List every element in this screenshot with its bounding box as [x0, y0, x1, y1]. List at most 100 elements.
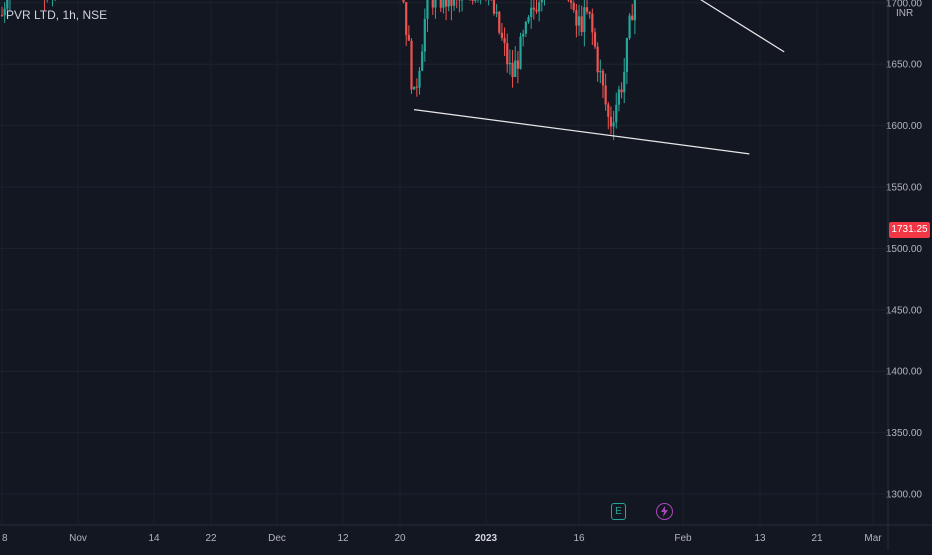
candle-down: [575, 10, 577, 26]
candle-down: [506, 43, 508, 64]
time-tick-label: Feb: [674, 533, 692, 544]
candle-down: [410, 41, 412, 90]
lightning-icon[interactable]: [656, 503, 673, 520]
price-tick-label: 1400.00: [886, 367, 923, 378]
candle-down: [445, 0, 447, 7]
candle-up: [626, 38, 628, 72]
candle-up: [424, 19, 426, 52]
candle-down: [591, 14, 593, 33]
candle-down: [570, 0, 572, 3]
candle-down: [597, 47, 599, 73]
candle-up: [527, 17, 529, 22]
candle-up: [474, 0, 476, 1]
candle-up: [434, 0, 436, 7]
candle-down: [607, 104, 609, 116]
last-price-badge: 1731.25: [889, 222, 930, 238]
grid-lines: [0, 0, 888, 525]
candle-down: [581, 16, 583, 32]
candle-down: [573, 3, 575, 10]
candle-down: [517, 60, 519, 68]
candle-up: [541, 0, 543, 2]
time-tick-label: 20: [394, 533, 406, 544]
time-tick-label: 2023: [475, 533, 498, 544]
trendline-drawings[interactable]: [0, 0, 888, 154]
time-tick-label: 14: [148, 533, 160, 544]
currency-label: INR: [896, 8, 913, 19]
candle-down: [610, 117, 612, 127]
candle-up: [448, 0, 450, 7]
candle-up: [461, 0, 463, 1]
candle-up: [413, 87, 415, 90]
candle-down: [472, 0, 474, 1]
candle-down: [511, 63, 513, 77]
candle-up: [628, 16, 630, 38]
candle-down: [631, 16, 633, 21]
time-tick-label: 12: [337, 533, 349, 544]
price-axis[interactable]: 2050.002000.001950.001900.001850.001800.…: [886, 0, 923, 550]
candle-up: [453, 0, 455, 6]
time-tick-label: Mar: [864, 533, 882, 544]
candle-down: [501, 33, 503, 38]
candle-down: [586, 7, 588, 12]
candle-down: [405, 2, 407, 35]
price-tick-label: 1650.00: [886, 60, 923, 71]
candle-up: [578, 16, 580, 25]
candle-down: [498, 12, 500, 33]
candle-down: [432, 0, 434, 7]
candle-down: [408, 35, 410, 41]
candle-up: [509, 63, 511, 64]
time-tick-label: 8: [2, 533, 8, 544]
candle-down: [594, 32, 596, 46]
candle-up: [421, 52, 423, 71]
candle-up: [618, 90, 620, 105]
earnings-label: E: [615, 506, 622, 517]
candle-down: [620, 90, 622, 93]
candle-down: [533, 8, 535, 10]
time-tick-label: 21: [811, 533, 823, 544]
time-tick-label: 16: [573, 533, 585, 544]
earnings-event-icon[interactable]: E: [611, 503, 626, 520]
candle-up: [522, 34, 524, 37]
candle-up: [599, 71, 601, 72]
candle-up: [519, 37, 521, 69]
time-axis[interactable]: 8 Nov 14 22 Dec 12 20 2023 16 Feb 13 21 Mar: [0, 525, 932, 544]
candle-down: [440, 0, 442, 8]
price-tick-label: 1450.00: [886, 305, 923, 316]
symbol-title[interactable]: PVR LTD, 1h, NSE: [6, 8, 107, 22]
candle-up: [538, 2, 540, 11]
candle-up: [583, 7, 585, 32]
candle-up: [615, 105, 617, 123]
time-tick-label: Dec: [268, 533, 286, 544]
support-trendline[interactable]: [414, 110, 749, 154]
candle-up: [530, 8, 532, 17]
candle-down: [450, 0, 452, 6]
candle-down: [602, 71, 604, 85]
price-tick-label: 1600.00: [886, 121, 923, 132]
candle-up: [613, 122, 615, 126]
candle-up: [496, 12, 498, 14]
candle-up: [418, 71, 420, 88]
candle-up: [442, 0, 444, 8]
time-tick-label: 13: [754, 533, 766, 544]
candle-up: [525, 22, 527, 34]
candle-down: [535, 10, 537, 12]
candle-up: [623, 72, 625, 92]
price-tick-label: 1350.00: [886, 428, 923, 439]
candle-down: [493, 0, 495, 14]
candle-up: [514, 60, 516, 77]
candle-down: [458, 0, 460, 1]
candle-down: [589, 12, 591, 14]
price-tick-label: 1300.00: [886, 490, 923, 501]
candle-down: [1, 15, 3, 16]
candle-down: [402, 0, 404, 2]
time-tick-label: Nov: [69, 533, 87, 544]
candle-down: [605, 85, 607, 104]
candle-up: [634, 0, 636, 20]
price-tick-label: 1550.00: [886, 183, 923, 194]
candle-down: [416, 87, 418, 88]
candle-down: [503, 38, 505, 43]
candle-up: [426, 0, 428, 19]
time-tick-label: 22: [205, 533, 217, 544]
